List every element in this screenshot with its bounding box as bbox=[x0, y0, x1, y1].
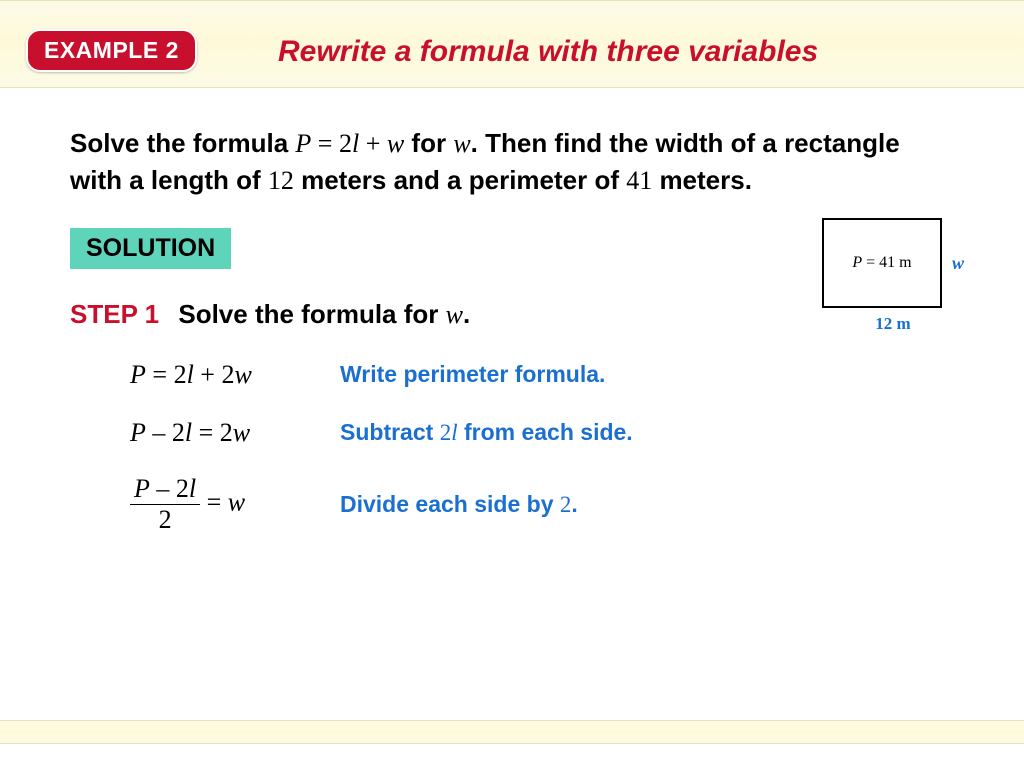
work-row-2: P – 2l = 2w Subtract 2l from each side. bbox=[130, 418, 950, 448]
equation: P = 2l + 2w bbox=[130, 360, 340, 390]
page-title: Rewrite a formula with three variables bbox=[278, 35, 818, 69]
work-note: Write perimeter formula. bbox=[340, 361, 605, 388]
fraction: P – 2l 2 bbox=[130, 476, 200, 533]
text: Solve the formula for bbox=[178, 299, 445, 329]
math-var: P bbox=[134, 474, 150, 503]
equation: P – 2l = 2w bbox=[130, 418, 340, 448]
equation: P – 2l 2 = w bbox=[130, 476, 340, 533]
math-num: 2 bbox=[560, 492, 572, 517]
example-chip: EXAMPLE 2 bbox=[26, 29, 197, 72]
math-var: w bbox=[228, 487, 245, 516]
work-note: Subtract 2l from each side. bbox=[340, 419, 633, 446]
text: Solve the formula bbox=[70, 128, 295, 158]
text: Subtract bbox=[340, 419, 440, 445]
problem-statement: Solve the formula P = 2l + w for w. Then… bbox=[70, 125, 950, 200]
math-op: + bbox=[194, 360, 222, 389]
step-label: STEP 1 bbox=[70, 299, 159, 329]
math-num: 2 bbox=[174, 360, 187, 389]
rectangle: P = 41 m bbox=[822, 218, 942, 308]
work-row-3: P – 2l 2 = w Divide each side by 2. bbox=[130, 476, 950, 533]
content-area: Solve the formula P = 2l + w for w. Then… bbox=[70, 125, 950, 561]
math-num: 2 bbox=[221, 360, 234, 389]
length-label: 12 m bbox=[822, 314, 964, 334]
math-var: P bbox=[852, 254, 862, 271]
math-op: = bbox=[192, 418, 220, 447]
math-var: w bbox=[234, 360, 251, 389]
solution-label: SOLUTION bbox=[70, 228, 231, 269]
work-row-1: P = 2l + 2w Write perimeter formula. bbox=[130, 360, 950, 390]
math-var: w bbox=[233, 418, 250, 447]
text: . bbox=[571, 491, 577, 517]
header-band: EXAMPLE 2 Rewrite a formula with three v… bbox=[0, 0, 1024, 88]
math-op: = bbox=[311, 129, 339, 158]
math-num: 2 bbox=[440, 420, 452, 445]
math-op: = bbox=[146, 360, 174, 389]
math-op: – bbox=[150, 474, 176, 503]
text: meters and a perimeter of bbox=[294, 165, 626, 195]
math-num: 12 bbox=[268, 166, 294, 195]
text: . bbox=[463, 299, 470, 329]
footer-band bbox=[0, 720, 1024, 744]
rectangle-diagram: P = 41 m w 12 m bbox=[822, 218, 964, 334]
math-var: P bbox=[295, 129, 311, 158]
math-var: P bbox=[130, 418, 146, 447]
denominator: 2 bbox=[130, 505, 200, 533]
rect-wrap: P = 41 m w bbox=[822, 218, 964, 308]
math-num: 2 bbox=[339, 129, 352, 158]
math-num: 2 bbox=[176, 474, 189, 503]
width-label: w bbox=[952, 253, 964, 274]
math-var: P bbox=[130, 360, 146, 389]
math-var: w bbox=[446, 300, 463, 329]
work-area: P = 2l + 2w Write perimeter formula. P –… bbox=[130, 360, 950, 533]
math-num: 2 bbox=[172, 418, 185, 447]
math-op: – bbox=[146, 418, 172, 447]
math-var: l bbox=[187, 360, 194, 389]
math-var: l bbox=[189, 474, 196, 503]
math-op: = bbox=[207, 487, 228, 516]
math-num: 41 bbox=[626, 166, 652, 195]
numerator: P – 2l bbox=[130, 476, 200, 505]
step-1-row: STEP 1 Solve the formula for w. bbox=[70, 299, 950, 330]
math-num: 2 bbox=[220, 418, 233, 447]
text: meters. bbox=[652, 165, 752, 195]
text: = 41 m bbox=[862, 254, 911, 271]
math-var: w bbox=[387, 129, 404, 158]
math-op: + bbox=[359, 129, 387, 158]
math-var: w bbox=[453, 129, 470, 158]
step-text: Solve the formula for w. bbox=[178, 299, 470, 329]
work-note: Divide each side by 2. bbox=[340, 491, 578, 518]
rect-label: P = 41 m bbox=[852, 254, 911, 272]
text: from each side. bbox=[458, 419, 633, 445]
text: for bbox=[404, 128, 453, 158]
text: Divide each side by bbox=[340, 491, 560, 517]
